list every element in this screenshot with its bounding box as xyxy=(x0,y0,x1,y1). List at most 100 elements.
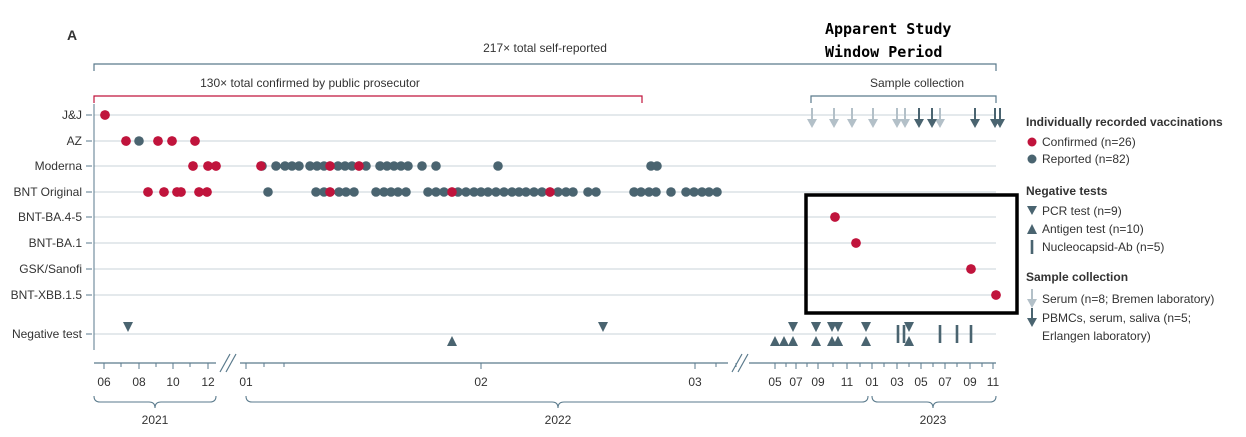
x-tick-label: 03 xyxy=(890,375,904,389)
data-point xyxy=(644,187,654,197)
x-tick-label: 07 xyxy=(789,375,803,389)
axis-break xyxy=(737,353,749,373)
data-point xyxy=(892,119,902,128)
data-point-confirmed xyxy=(159,187,169,197)
data-point xyxy=(393,187,403,197)
data-point xyxy=(271,161,281,171)
row-label: Negative test xyxy=(12,327,83,341)
data-point xyxy=(969,325,973,343)
data-point xyxy=(788,322,798,332)
legend-label: PBMCs, serum, saliva (n=5; xyxy=(1042,311,1191,325)
annotation-line-2: Window Period xyxy=(825,43,942,61)
x-tick-label: 08 xyxy=(132,375,146,389)
data-point xyxy=(598,322,608,332)
legend-marker xyxy=(1027,318,1037,327)
data-point xyxy=(537,187,547,197)
data-point xyxy=(491,187,501,197)
brackets: 217× total self-reported 130× total confi… xyxy=(93,41,997,103)
data-point-confirmed xyxy=(211,161,221,171)
x-tick-label: 11 xyxy=(841,375,854,389)
data-point xyxy=(833,322,843,332)
data-point-confirmed xyxy=(153,136,163,146)
data-point xyxy=(811,336,821,346)
data-point xyxy=(123,322,133,332)
data-point xyxy=(651,187,661,197)
data-marks xyxy=(100,110,1001,346)
data-point-confirmed xyxy=(203,161,213,171)
row-label: GSK/Sanofi xyxy=(19,262,82,276)
data-point-confirmed xyxy=(143,187,153,197)
x-tick-label: 10 xyxy=(166,375,180,389)
row-label: BNT-BA.4-5 xyxy=(18,210,82,224)
data-point xyxy=(469,187,479,197)
data-point xyxy=(896,325,900,343)
axis-break xyxy=(219,353,231,373)
data-point xyxy=(333,161,343,171)
data-point xyxy=(568,187,578,197)
x-tick-label: 09 xyxy=(963,375,977,389)
data-point-confirmed xyxy=(256,161,266,171)
row-label: Moderna xyxy=(35,159,83,173)
x-tick-label: 02 xyxy=(474,375,488,389)
data-point-confirmed xyxy=(447,187,457,197)
data-point xyxy=(439,187,449,197)
data-point xyxy=(507,187,517,197)
panel-label: A xyxy=(67,27,77,43)
data-point xyxy=(583,187,593,197)
data-point xyxy=(312,161,322,171)
bracket-line xyxy=(93,95,643,103)
data-point xyxy=(447,336,457,346)
x-tick-label: 05 xyxy=(768,375,782,389)
x-tick-label: 05 xyxy=(914,375,928,389)
data-point xyxy=(305,161,315,171)
row-label: BNT-XBB.1.5 xyxy=(11,288,83,302)
data-point xyxy=(689,187,699,197)
data-point-confirmed xyxy=(202,187,212,197)
data-point xyxy=(788,336,798,346)
data-point xyxy=(499,187,509,197)
data-point xyxy=(927,119,937,128)
data-point-confirmed xyxy=(325,187,335,197)
row-label: BNT-BA.1 xyxy=(29,236,83,250)
row-label: AZ xyxy=(67,134,82,148)
legend-marker xyxy=(1027,206,1037,215)
data-point-confirmed xyxy=(830,212,840,222)
data-point xyxy=(914,119,924,128)
data-point-confirmed xyxy=(354,161,364,171)
data-point xyxy=(553,187,563,197)
data-point xyxy=(311,187,321,197)
legend-label: Serum (n=8; Bremen laboratory) xyxy=(1042,292,1214,306)
data-point xyxy=(334,187,344,197)
bracket-label: 130× total confirmed by public prosecuto… xyxy=(200,76,420,90)
data-point xyxy=(417,161,427,171)
legend-marker xyxy=(1027,154,1037,164)
data-point xyxy=(902,325,906,343)
data-point xyxy=(371,187,381,197)
data-point-confirmed xyxy=(176,187,186,197)
data-point-confirmed xyxy=(190,136,200,146)
axis-break xyxy=(225,353,237,373)
data-point xyxy=(529,187,539,197)
data-point xyxy=(347,161,357,171)
x-tick-label: 07 xyxy=(938,375,952,389)
legend-marker xyxy=(1027,224,1037,234)
gridlines xyxy=(86,104,996,350)
data-point xyxy=(970,119,980,128)
data-point xyxy=(382,161,392,171)
data-point xyxy=(861,336,871,346)
data-point-confirmed xyxy=(545,187,555,197)
data-point xyxy=(287,161,297,171)
year-label: 2023 xyxy=(920,413,947,427)
data-point xyxy=(431,161,441,171)
data-point xyxy=(386,187,396,197)
year-label: 2022 xyxy=(545,413,572,427)
data-point xyxy=(483,187,493,197)
study-window-highlight-box xyxy=(804,193,1019,315)
legend-label: Antigen test (n=10) xyxy=(1042,222,1144,236)
bracket-line xyxy=(810,95,997,103)
data-point xyxy=(666,187,676,197)
x-tick-label: 03 xyxy=(688,375,702,389)
data-point xyxy=(829,119,839,128)
data-point xyxy=(712,187,722,197)
data-point xyxy=(361,161,371,171)
